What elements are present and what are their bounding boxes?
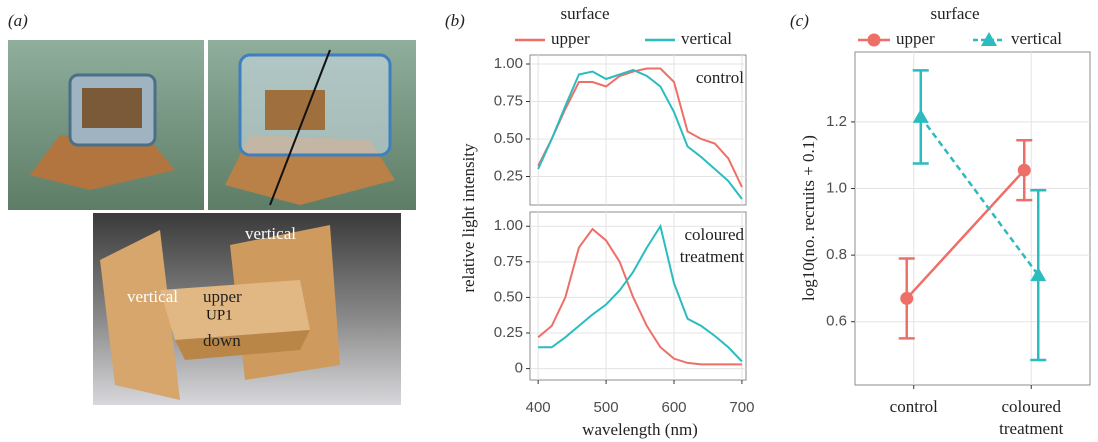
legend-label: vertical	[1011, 29, 1062, 48]
photo-bottom	[93, 213, 401, 405]
facet-label: coloured treatment	[679, 225, 744, 266]
y-tick-label: 0.25	[494, 167, 523, 184]
legend-label: vertical	[681, 29, 732, 48]
y-tick-label: 0.8	[826, 246, 847, 263]
y-tick-label: 0.75	[494, 92, 523, 109]
x-tick-label: 600	[661, 399, 686, 416]
x-tick-label: coloured treatment	[999, 397, 1064, 438]
panel-label: (b)	[445, 11, 465, 30]
plot-background	[854, 51, 1091, 386]
photo-right	[208, 40, 416, 210]
legend-label: upper	[896, 29, 935, 48]
line	[538, 223, 743, 363]
y-tick-label: 1.2	[826, 113, 847, 130]
legend-marker	[981, 32, 997, 46]
legend-marker	[867, 33, 881, 47]
y-tick-label: 0.6	[826, 313, 847, 330]
y-tick-label: 1.00	[494, 55, 523, 72]
y-tick-label: 0.75	[494, 253, 523, 270]
plot-background	[529, 54, 747, 206]
marker	[1017, 163, 1031, 177]
y-tick-label: 1.0	[826, 179, 847, 196]
panel-label: (a)	[8, 11, 28, 30]
y-tick-label: 0.50	[494, 288, 523, 305]
line	[905, 169, 1026, 300]
facet-label: control	[695, 68, 744, 87]
photo-left	[8, 40, 204, 210]
photo-annotation: vertical	[245, 224, 296, 243]
photo-annotation: down	[203, 331, 241, 350]
line	[919, 116, 1040, 276]
x-tick-label: 700	[729, 399, 754, 416]
y-tick-label: 1.00	[494, 217, 523, 234]
line	[537, 68, 743, 200]
y-tick-label: 0	[515, 360, 523, 377]
photo-annotation: upper	[203, 287, 242, 306]
x-tick-label: 500	[594, 399, 619, 416]
line	[537, 227, 742, 366]
marker	[1030, 267, 1047, 282]
y-tick-label: 0.50	[494, 130, 523, 147]
x-tick-label: control	[889, 397, 938, 416]
photo-annotation: UP1	[206, 307, 233, 323]
y-axis-label: relative light intensity	[459, 143, 478, 293]
legend-title: surface	[560, 4, 609, 23]
marker	[900, 291, 914, 305]
y-axis-label: log10(no. recruits + 0.1)	[799, 135, 818, 301]
line	[537, 67, 743, 188]
x-tick-label: 400	[526, 399, 551, 416]
legend-title: surface	[930, 4, 979, 23]
panel-label: (c)	[790, 11, 809, 30]
y-tick-label: 0.25	[494, 324, 523, 341]
legend-label: upper	[551, 29, 590, 48]
x-axis-label: wavelength (nm)	[582, 420, 698, 439]
photo-annotation: vertical	[127, 287, 178, 306]
marker	[912, 108, 929, 123]
